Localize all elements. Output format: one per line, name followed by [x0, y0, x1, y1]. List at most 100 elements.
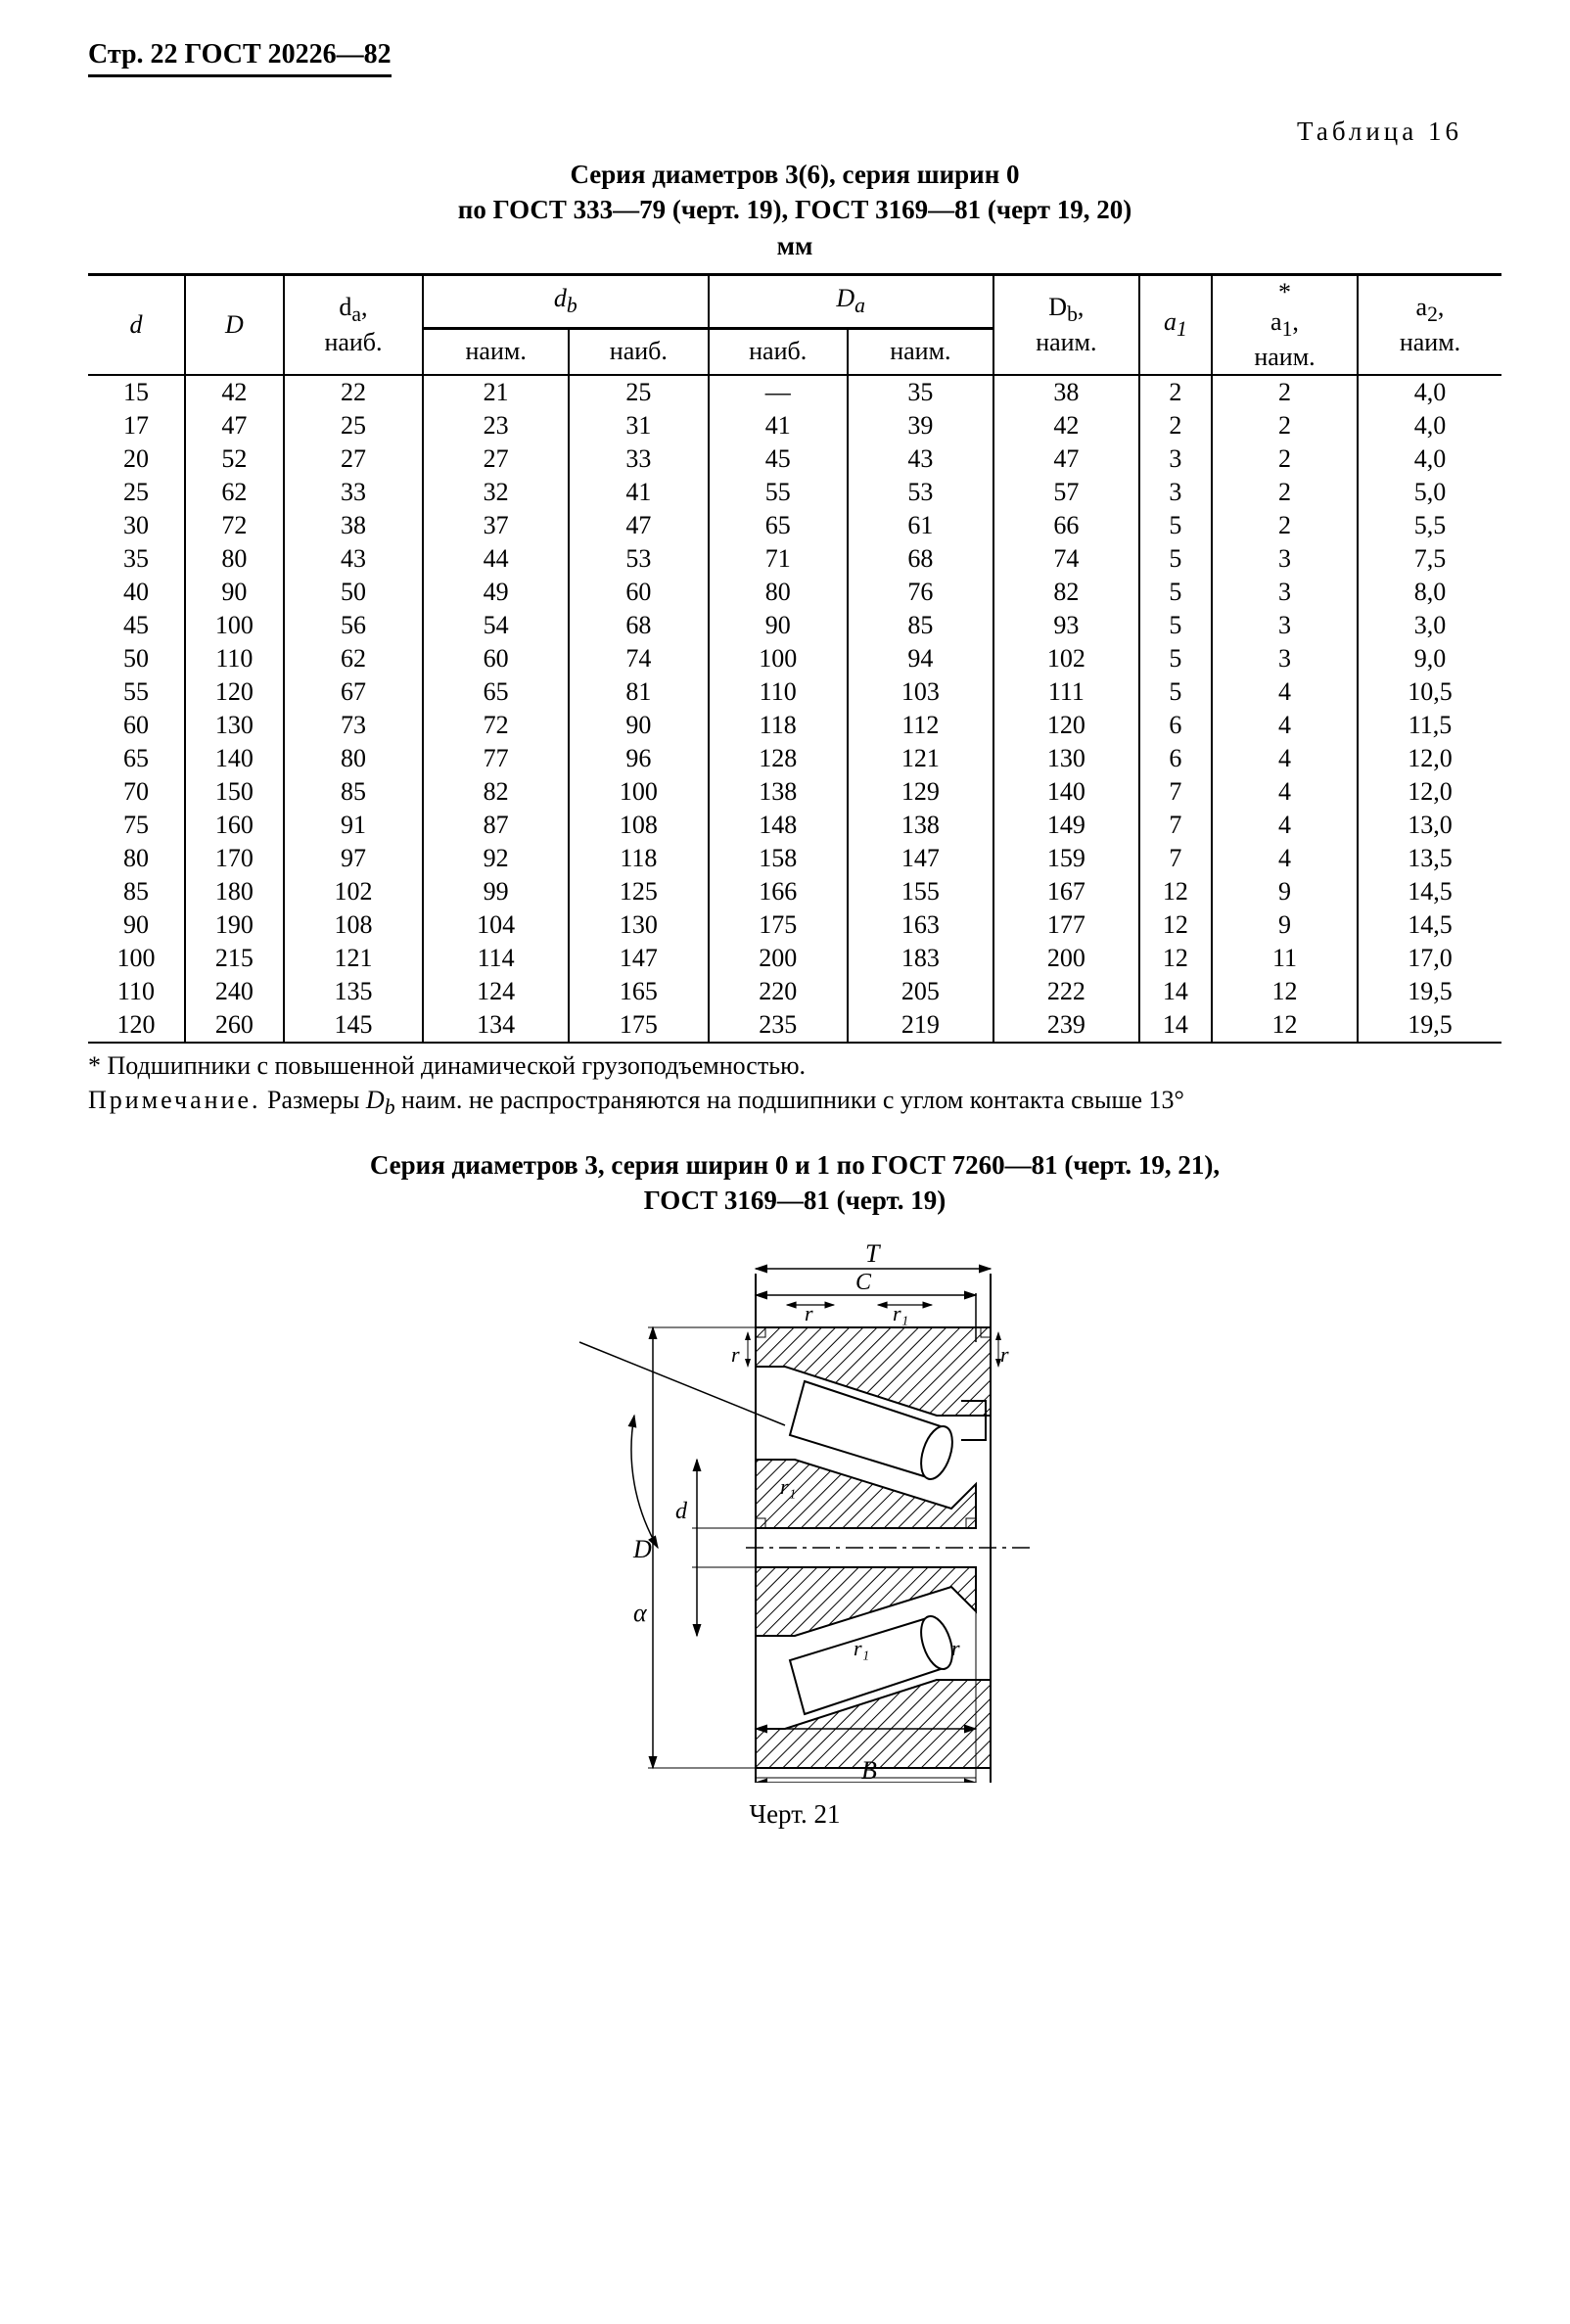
cell: 42	[185, 375, 284, 409]
cell: 93	[993, 609, 1139, 642]
cell: 124	[423, 975, 569, 1008]
cell: 85	[88, 875, 185, 908]
cell: 38	[993, 375, 1139, 409]
cell: 56	[284, 609, 423, 642]
cell: 90	[88, 908, 185, 942]
cell: 19,5	[1358, 1008, 1501, 1043]
cell: 150	[185, 775, 284, 809]
cell: 72	[185, 509, 284, 542]
table-caption: Серия диаметров 3(6), серия ширин 0 по Г…	[88, 157, 1501, 263]
cell: 82	[423, 775, 569, 809]
cell: 14,5	[1358, 908, 1501, 942]
svg-text:B: B	[861, 1756, 877, 1783]
cell: 80	[185, 542, 284, 576]
col-Da-min: наим.	[848, 328, 993, 374]
table-row: 120260145134175235219239141219,5	[88, 1008, 1501, 1043]
cell: 62	[284, 642, 423, 675]
cell: 42	[993, 409, 1139, 442]
svg-text:C: C	[855, 1270, 872, 1295]
cell: 140	[185, 742, 284, 775]
cell: 4	[1212, 775, 1358, 809]
cell: 12	[1139, 942, 1212, 975]
cell: 104	[423, 908, 569, 942]
table-row: 100215121114147200183200121117,0	[88, 942, 1501, 975]
cell: 12	[1212, 975, 1358, 1008]
cell: 4	[1212, 709, 1358, 742]
cell: 108	[569, 809, 708, 842]
cell: 130	[993, 742, 1139, 775]
cell: 3	[1212, 542, 1358, 576]
cell: 31	[569, 409, 708, 442]
cell: 90	[185, 576, 284, 609]
cell: —	[709, 375, 848, 409]
cell: 50	[88, 642, 185, 675]
cell: 12	[1212, 1008, 1358, 1043]
cell: 110	[185, 642, 284, 675]
table-row: 601307372901181121206411,5	[88, 709, 1501, 742]
svg-text:r: r	[951, 1636, 960, 1660]
cell: 138	[709, 775, 848, 809]
cell: 45	[709, 442, 848, 476]
cell: 12,0	[1358, 775, 1501, 809]
cell: 55	[709, 476, 848, 509]
cell: 21	[423, 375, 569, 409]
cell: 239	[993, 1008, 1139, 1043]
caption-line: мм	[777, 231, 813, 260]
cell: 14,5	[1358, 875, 1501, 908]
cell: 240	[185, 975, 284, 1008]
cell: 219	[848, 1008, 993, 1043]
table-body: 1542222125—3538224,01747252331413942224,…	[88, 375, 1501, 1043]
table-row: 7015085821001381291407412,0	[88, 775, 1501, 809]
cell: 91	[284, 809, 423, 842]
cell: 147	[848, 842, 993, 875]
cell: 9,0	[1358, 642, 1501, 675]
cell: 2	[1212, 409, 1358, 442]
cell: 12	[1139, 908, 1212, 942]
cell: 121	[284, 942, 423, 975]
cell: 138	[848, 809, 993, 842]
cell: 158	[709, 842, 848, 875]
cell: 32	[423, 476, 569, 509]
cell: 35	[848, 375, 993, 409]
cell: 19,5	[1358, 975, 1501, 1008]
cell: 97	[284, 842, 423, 875]
cell: 140	[993, 775, 1139, 809]
cell: 175	[569, 1008, 708, 1043]
cell: 5	[1139, 542, 1212, 576]
cell: 200	[993, 942, 1139, 975]
cell: 60	[88, 709, 185, 742]
cell: 5,0	[1358, 476, 1501, 509]
cell: 74	[993, 542, 1139, 576]
note-label: Примечание.	[88, 1086, 261, 1114]
cell: 4,0	[1358, 442, 1501, 476]
cell: 4,0	[1358, 409, 1501, 442]
cell: 3,0	[1358, 609, 1501, 642]
col-db-min: наим.	[423, 328, 569, 374]
table-row: 45100565468908593533,0	[88, 609, 1501, 642]
cell: 41	[709, 409, 848, 442]
cell: 62	[185, 476, 284, 509]
svg-text:d: d	[675, 1499, 688, 1524]
cell: 155	[848, 875, 993, 908]
cell: 3	[1212, 609, 1358, 642]
cell: 163	[848, 908, 993, 942]
table-row: 110240135124165220205222141219,5	[88, 975, 1501, 1008]
cell: 110	[709, 675, 848, 709]
cell: 2	[1212, 476, 1358, 509]
cell: 99	[423, 875, 569, 908]
cell: 66	[993, 509, 1139, 542]
cell: 68	[569, 609, 708, 642]
cell: 13,0	[1358, 809, 1501, 842]
cell: 4	[1212, 742, 1358, 775]
cell: 23	[423, 409, 569, 442]
svg-text:r₁: r₁	[780, 1474, 796, 1499]
cell: 170	[185, 842, 284, 875]
cell: 49	[423, 576, 569, 609]
cell: 2	[1212, 375, 1358, 409]
cell: 5,5	[1358, 509, 1501, 542]
cell: 17,0	[1358, 942, 1501, 975]
cell: 235	[709, 1008, 848, 1043]
table-row: 2562333241555357325,0	[88, 476, 1501, 509]
svg-text:α: α	[633, 1599, 648, 1627]
cell: 47	[185, 409, 284, 442]
